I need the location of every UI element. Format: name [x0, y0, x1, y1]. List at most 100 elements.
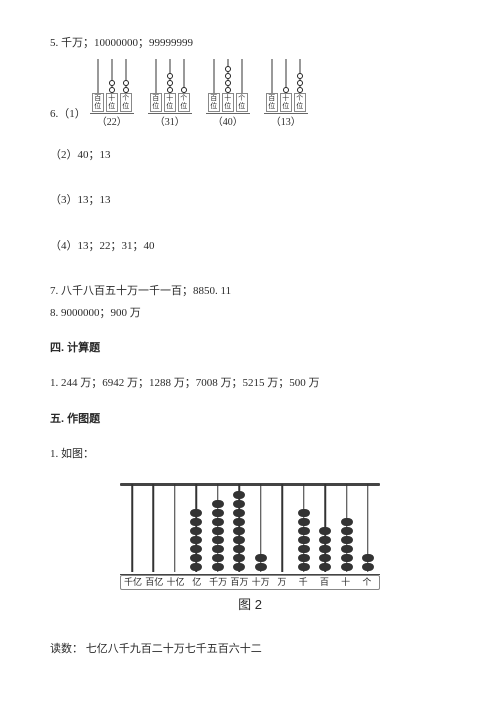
bead-icon	[167, 87, 173, 93]
mini-abacus-row: 百位十位个位（22）百位十位个位（31）百位十位个位（40）百位十位个位（13）	[90, 59, 308, 130]
bead-icon	[190, 545, 202, 553]
mini-abacus-caption: （40）	[213, 116, 243, 130]
bead-icon	[341, 536, 353, 544]
mini-abacus-place-label: 十位	[164, 93, 176, 112]
mini-abacus-column: 十位	[164, 59, 176, 112]
mini-abacus-column: 十位	[222, 59, 234, 112]
mini-abacus-frame: 百位十位个位	[148, 59, 192, 114]
bead-icon	[362, 554, 374, 562]
section-4-item-1: 1. 244 万；6942 万；1288 万；7008 万；5215 万；500…	[50, 376, 450, 391]
answer-item-7: 7. 八千八百五十万一千一百；8850. 11	[50, 284, 450, 299]
bead-icon	[233, 554, 245, 562]
big-abacus-place-label: 十万	[252, 578, 270, 587]
mini-abacus: 百位十位个位（22）	[90, 59, 134, 130]
bead-icon	[212, 545, 224, 553]
big-abacus-place-label: 十	[337, 578, 355, 587]
mini-abacus-column: 个位	[294, 59, 306, 112]
mini-abacus-column: 百位	[150, 59, 162, 112]
answer-item-6-3: （3）13；13	[50, 193, 450, 208]
big-abacus-rod	[252, 484, 270, 572]
mini-abacus-column: 十位	[280, 59, 292, 112]
bead-icon	[109, 87, 115, 93]
mini-abacus-rod	[108, 59, 116, 93]
big-abacus: 千亿百亿十亿亿千万百万十万万千百十个 图 2	[50, 483, 450, 615]
mini-abacus-rod	[268, 59, 276, 93]
bead-icon	[167, 73, 173, 79]
mini-abacus-place-label: 个位	[294, 93, 306, 112]
bead-icon	[225, 73, 231, 79]
bead-icon	[319, 545, 331, 553]
page-content: 5. 千万；10000000；99999999 6.（1） 百位十位个位（22）…	[0, 0, 500, 684]
item-6-prefix: 6.（1）	[50, 107, 86, 122]
bead-icon	[212, 554, 224, 562]
bead-icon	[298, 563, 310, 571]
big-abacus-rod	[338, 484, 356, 572]
mini-abacus-rod	[282, 59, 290, 93]
bead-icon	[190, 554, 202, 562]
mini-abacus: 百位十位个位 （40）	[206, 59, 250, 130]
big-abacus-rod	[123, 484, 141, 572]
bead-icon	[298, 518, 310, 526]
bead-icon	[233, 500, 245, 508]
bead-icon	[233, 536, 245, 544]
mini-abacus-rod	[152, 59, 160, 93]
mini-abacus-column: 个位	[178, 59, 190, 112]
big-abacus-place-label: 百万	[230, 578, 248, 587]
bead-icon	[319, 536, 331, 544]
bead-icon	[109, 80, 115, 86]
bead-icon	[212, 536, 224, 544]
mini-abacus-rod	[224, 59, 232, 93]
bead-icon	[341, 518, 353, 526]
bead-icon	[190, 509, 202, 517]
answer-item-5: 5. 千万；10000000；99999999	[50, 36, 450, 51]
bead-icon	[225, 87, 231, 93]
bead-icon	[233, 527, 245, 535]
answer-item-6-2: （2）40；13	[50, 148, 450, 163]
bead-icon	[297, 73, 303, 79]
mini-abacus-column: 百位	[266, 59, 278, 112]
mini-abacus-column: 百位	[92, 59, 104, 112]
big-abacus-rod	[316, 484, 334, 572]
mini-abacus-column: 个位	[120, 59, 132, 112]
answer-item-8: 8. 9000000；900 万	[50, 306, 450, 321]
bead-icon	[298, 509, 310, 517]
bead-icon	[233, 491, 245, 499]
bead-icon	[233, 563, 245, 571]
big-abacus-caption: 图 2	[238, 596, 262, 614]
mini-abacus: 百位十位个位（31）	[148, 59, 192, 130]
answer-item-6-1: 6.（1） 百位十位个位（22）百位十位个位（31）百位十位个位（40）百位十位…	[50, 57, 450, 134]
mini-abacus-place-label: 百位	[266, 93, 278, 112]
bead-icon	[297, 80, 303, 86]
bead-icon	[233, 545, 245, 553]
section-5-title: 五. 作图题	[50, 412, 450, 427]
bead-icon	[298, 545, 310, 553]
mini-abacus-rod	[180, 59, 188, 93]
bead-icon	[190, 536, 202, 544]
bead-icon	[181, 87, 187, 93]
big-abacus-rod	[187, 484, 205, 572]
bead-icon	[283, 87, 289, 93]
section-5-item-1: 1. 如图：	[50, 447, 450, 462]
mini-abacus-column: 百位	[208, 59, 220, 112]
mini-abacus-place-label: 十位	[280, 93, 292, 112]
mini-abacus-frame: 百位十位个位	[206, 59, 250, 114]
bead-icon	[190, 518, 202, 526]
big-abacus-place-label: 十亿	[167, 578, 185, 587]
big-abacus-rod	[144, 484, 162, 572]
bead-icon	[319, 554, 331, 562]
bead-icon	[297, 87, 303, 93]
big-abacus-place-label: 千	[294, 578, 312, 587]
bead-icon	[212, 518, 224, 526]
mini-abacus-rod	[166, 59, 174, 93]
bead-icon	[362, 563, 374, 571]
mini-abacus-caption: （13）	[271, 116, 301, 130]
bead-icon	[123, 80, 129, 86]
big-abacus-rod	[359, 484, 377, 572]
bead-icon	[298, 536, 310, 544]
big-abacus-place-label: 千万	[209, 578, 227, 587]
mini-abacus-rod	[296, 59, 304, 93]
answer-item-6-4: （4）13；22；31；40	[50, 239, 450, 254]
mini-abacus-column: 个位	[236, 59, 248, 112]
bead-icon	[123, 87, 129, 93]
mini-abacus-rod	[94, 59, 102, 93]
